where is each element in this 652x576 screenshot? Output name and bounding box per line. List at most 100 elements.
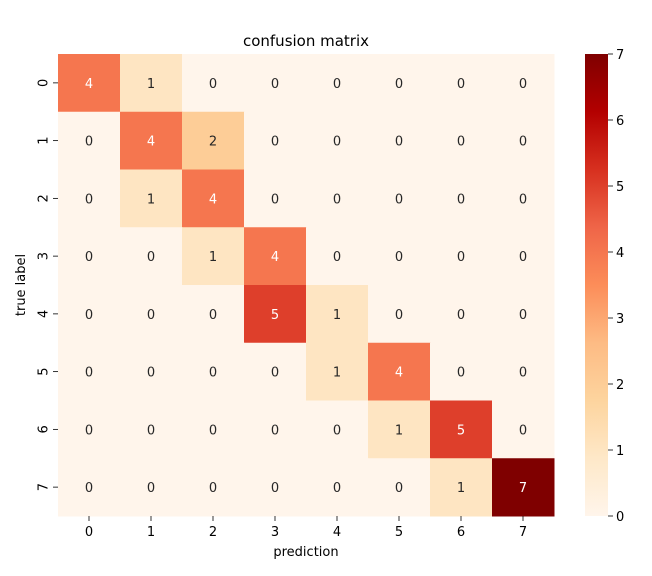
heatmap-cell-4-3 <box>244 285 307 344</box>
cell-annotation-1-5: 0 <box>395 135 403 150</box>
x-axis-label: prediction <box>273 545 338 560</box>
cell-annotation-2-0: 0 <box>85 192 93 207</box>
cell-annotation-0-4: 0 <box>333 77 341 92</box>
cell-annotation-4-0: 0 <box>85 308 93 323</box>
cell-annotation-1-2: 2 <box>209 135 217 150</box>
cell-annotation-3-0: 0 <box>85 250 93 265</box>
colorbar-tick-label-3: 3 <box>616 312 624 327</box>
heatmap-cell-4-2 <box>182 285 245 344</box>
heatmap-cell-1-3 <box>244 111 307 170</box>
heatmap-cell-3-0 <box>58 227 121 286</box>
heatmap-cell-0-0 <box>58 54 121 113</box>
heatmap-cell-2-0 <box>58 169 121 228</box>
x-tick-label-4: 4 <box>333 525 341 540</box>
heatmap-cell-2-6 <box>430 169 493 228</box>
heatmap-cell-1-7 <box>492 111 555 170</box>
cell-annotation-4-4: 1 <box>333 308 341 323</box>
heatmap-cell-4-5 <box>368 285 431 344</box>
cell-annotation-2-1: 1 <box>147 192 155 207</box>
heatmap-cell-5-3 <box>244 342 307 401</box>
heatmap-cell-1-1 <box>120 111 183 170</box>
cell-annotation-6-4: 0 <box>333 423 341 438</box>
heatmap-cell-3-2 <box>182 227 245 286</box>
heatmap-cell-6-6 <box>430 400 493 459</box>
x-tick-label-2: 2 <box>209 525 217 540</box>
heatmap-cell-5-6 <box>430 342 493 401</box>
colorbar: 0 1 2 3 4 5 6 7 <box>585 48 624 525</box>
heatmap-cell-5-1 <box>120 342 183 401</box>
cell-annotation-1-3: 0 <box>271 135 279 150</box>
heatmap-cell-4-0 <box>58 285 121 344</box>
y-tick-label-7: 7 <box>37 483 52 491</box>
heatmap-cell-6-4 <box>306 400 369 459</box>
heatmap-cell-7-7 <box>492 458 555 517</box>
cell-annotation-0-0: 4 <box>85 77 93 92</box>
x-tick-label-5: 5 <box>395 525 403 540</box>
colorbar-tick-label-7: 7 <box>616 48 624 63</box>
heatmap-cell-1-0 <box>58 111 121 170</box>
heatmap-cell-2-3 <box>244 169 307 228</box>
heatmap-cell-5-0 <box>58 342 121 401</box>
heatmap-cell-7-3 <box>244 458 307 517</box>
y-tick-label-3: 3 <box>37 252 52 260</box>
x-axis-ticks: 0 1 2 3 4 5 6 7 <box>85 516 527 540</box>
cell-annotation-0-7: 0 <box>519 77 527 92</box>
cell-annotation-7-1: 0 <box>147 481 155 496</box>
cell-annotation-6-6: 5 <box>457 423 465 438</box>
cell-annotation-5-1: 0 <box>147 366 155 381</box>
heatmap-cell-5-5 <box>368 342 431 401</box>
cell-annotation-4-5: 0 <box>395 308 403 323</box>
heatmap-cell-7-1 <box>120 458 183 517</box>
colorbar-gradient <box>585 54 608 516</box>
cell-annotation-5-3: 0 <box>271 366 279 381</box>
heatmap-cell-4-7 <box>492 285 555 344</box>
cell-annotation-2-2: 4 <box>209 192 217 207</box>
cell-annotation-3-6: 0 <box>457 250 465 265</box>
heatmap-cell-5-2 <box>182 342 245 401</box>
heatmap-cells: 4 1 0 0 0 0 0 00 4 2 0 0 0 0 00 1 4 0 0 0 0 00 0 1 4 0 0 0 00 0 0 5 1 0 0 0… <box>58 54 555 517</box>
heatmap-cell-7-0 <box>58 458 121 517</box>
cell-annotation-3-7: 0 <box>519 250 527 265</box>
heatmap-cell-1-4 <box>306 111 369 170</box>
x-tick-label-0: 0 <box>85 525 93 540</box>
chart-title: confusion matrix <box>243 32 369 50</box>
cell-annotation-1-6: 0 <box>457 135 465 150</box>
cell-annotation-4-6: 0 <box>457 308 465 323</box>
heatmap-cell-1-5 <box>368 111 431 170</box>
heatmap-cell-5-7 <box>492 342 555 401</box>
heatmap-cell-6-5 <box>368 400 431 459</box>
y-tick-label-0: 0 <box>37 79 52 87</box>
cell-annotation-5-4: 1 <box>333 366 341 381</box>
colorbar-tick-label-6: 6 <box>616 114 624 129</box>
heatmap-cell-5-4 <box>306 342 369 401</box>
heatmap-cell-6-7 <box>492 400 555 459</box>
heatmap-cell-3-4 <box>306 227 369 286</box>
colorbar-tick-label-5: 5 <box>616 180 624 195</box>
cell-annotation-0-5: 0 <box>395 77 403 92</box>
heatmap-cell-4-4 <box>306 285 369 344</box>
cell-annotation-0-6: 0 <box>457 77 465 92</box>
cell-annotation-4-3: 5 <box>271 308 279 323</box>
cell-annotation-1-7: 0 <box>519 135 527 150</box>
heatmap-cell-3-1 <box>120 227 183 286</box>
cell-annotation-2-5: 0 <box>395 192 403 207</box>
y-tick-label-4: 4 <box>37 310 52 318</box>
heatmap-cell-6-0 <box>58 400 121 459</box>
x-tick-label-6: 6 <box>457 525 465 540</box>
x-tick-label-7: 7 <box>519 525 527 540</box>
cell-annotation-7-2: 0 <box>209 481 217 496</box>
cell-annotation-7-5: 0 <box>395 481 403 496</box>
cell-annotation-1-4: 0 <box>333 135 341 150</box>
heatmap-cell-7-4 <box>306 458 369 517</box>
cell-annotation-1-1: 4 <box>147 135 155 150</box>
cell-annotation-2-3: 0 <box>271 192 279 207</box>
heatmap-cell-6-3 <box>244 400 307 459</box>
y-axis-label: true label <box>14 254 29 316</box>
cell-annotation-3-5: 0 <box>395 250 403 265</box>
heatmap-cell-1-2 <box>182 111 245 170</box>
heatmap-cell-6-2 <box>182 400 245 459</box>
heatmap-cell-1-6 <box>430 111 493 170</box>
cell-annotation-0-3: 0 <box>271 77 279 92</box>
cell-annotation-6-5: 1 <box>395 423 403 438</box>
